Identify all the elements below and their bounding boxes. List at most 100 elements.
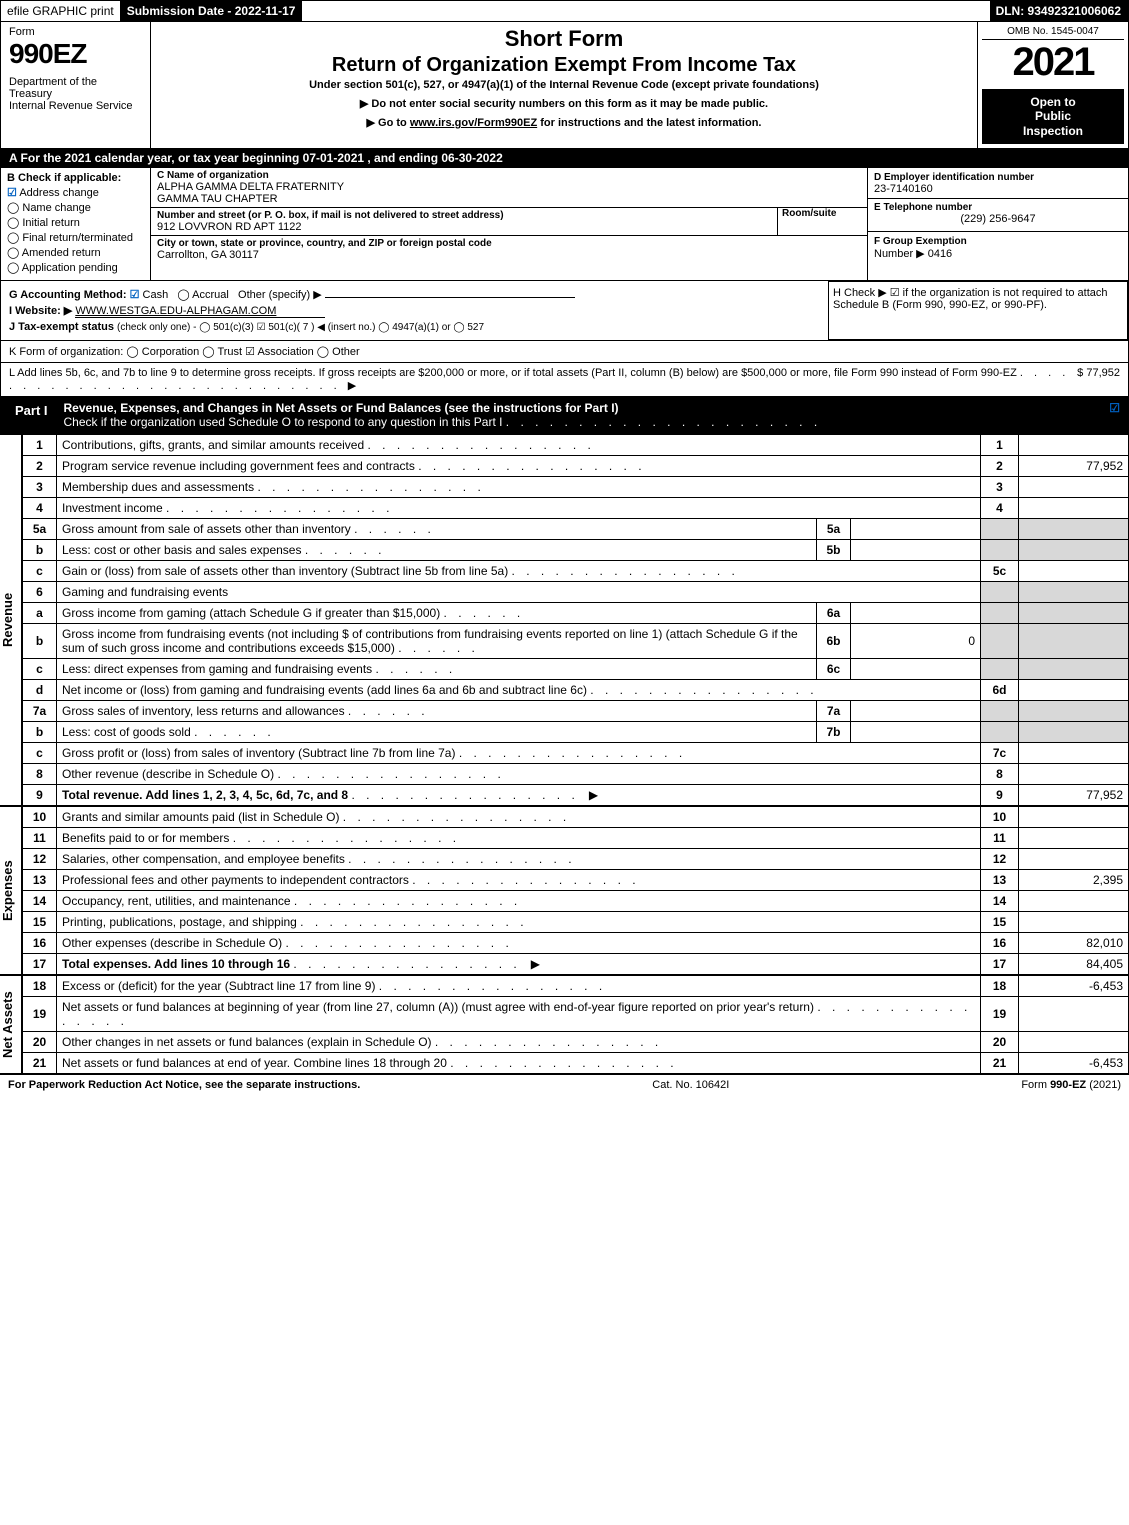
- line-description: Other revenue (describe in Schedule O) .…: [57, 764, 981, 785]
- right-line-number: [981, 582, 1019, 603]
- column-d-e-f: D Employer identification number 23-7140…: [868, 168, 1128, 280]
- right-line-number: [981, 659, 1019, 680]
- right-line-number: [981, 624, 1019, 659]
- right-line-number: 6d: [981, 680, 1019, 701]
- right-line-number: 1: [981, 435, 1019, 456]
- line-description: Total revenue. Add lines 1, 2, 3, 4, 5c,…: [57, 785, 981, 806]
- table-row: 21Net assets or fund balances at end of …: [23, 1053, 1129, 1074]
- right-line-number: 9: [981, 785, 1019, 806]
- cb-label: Name change: [22, 202, 91, 214]
- efile-print-label[interactable]: efile GRAPHIC print: [1, 1, 121, 21]
- check-icon: ☑: [7, 187, 17, 199]
- line-number: a: [23, 603, 57, 624]
- amount-cell: [1019, 540, 1129, 561]
- inner-line-number: 6a: [817, 603, 851, 624]
- table-row: 7aGross sales of inventory, less returns…: [23, 701, 1129, 722]
- net-assets-table: 18Excess or (deficit) for the year (Subt…: [22, 975, 1129, 1074]
- right-line-number: 4: [981, 498, 1019, 519]
- amount-cell: [1019, 722, 1129, 743]
- amount-cell: [1019, 561, 1129, 582]
- revenue-table: 1Contributions, gifts, grants, and simil…: [22, 434, 1129, 806]
- cb-label: Application pending: [22, 262, 118, 274]
- inner-amount: 0: [851, 624, 981, 659]
- form-number: 990EZ: [9, 38, 142, 70]
- line-number: 8: [23, 764, 57, 785]
- line-description: Net income or (loss) from gaming and fun…: [57, 680, 981, 701]
- cb-label: Final return/terminated: [22, 232, 133, 244]
- line-number: 10: [23, 807, 57, 828]
- inner-amount: [851, 603, 981, 624]
- omb-number: OMB No. 1545-0047: [982, 26, 1124, 40]
- line-description: Gross sales of inventory, less returns a…: [57, 701, 817, 722]
- footer-catalog-number: Cat. No. 10642I: [652, 1079, 729, 1091]
- line-number: 6: [23, 582, 57, 603]
- group-number-label: Number ▶: [874, 248, 925, 260]
- amount-cell: [1019, 891, 1129, 912]
- line-number: 11: [23, 828, 57, 849]
- table-row: aGross income from gaming (attach Schedu…: [23, 603, 1129, 624]
- phone-label: E Telephone number: [874, 202, 1122, 213]
- part-i-title: Revenue, Expenses, and Changes in Net As…: [64, 401, 619, 415]
- part-i-check-line: Check if the organization used Schedule …: [64, 415, 503, 429]
- part-i-header: Part I Revenue, Expenses, and Changes in…: [0, 397, 1129, 434]
- footer-paperwork-notice: For Paperwork Reduction Act Notice, see …: [8, 1079, 360, 1091]
- table-row: cGain or (loss) from sale of assets othe…: [23, 561, 1129, 582]
- table-row: dNet income or (loss) from gaming and fu…: [23, 680, 1129, 701]
- table-row: 14Occupancy, rent, utilities, and mainte…: [23, 891, 1129, 912]
- part-i-dots: . . . . . . . . . . . . . . . . . . . . …: [506, 415, 821, 429]
- amount-cell: 84,405: [1019, 954, 1129, 975]
- top-bar: efile GRAPHIC print Submission Date - 20…: [0, 0, 1129, 22]
- line-description: Gross income from fundraising events (no…: [57, 624, 817, 659]
- inner-line-number: 5a: [817, 519, 851, 540]
- table-row: cLess: direct expenses from gaming and f…: [23, 659, 1129, 680]
- cb-application-pending[interactable]: ◯ Application pending: [7, 261, 144, 274]
- right-line-number: 8: [981, 764, 1019, 785]
- cb-label: Address change: [19, 187, 99, 199]
- column-b-checkboxes: B Check if applicable: ☑ Address change …: [1, 168, 151, 280]
- line-description: Less: cost of goods sold . . . . . .: [57, 722, 817, 743]
- inner-line-number: 5b: [817, 540, 851, 561]
- line-number: b: [23, 624, 57, 659]
- cb-address-change[interactable]: ☑ Address change: [7, 186, 144, 199]
- part-i-checkbox[interactable]: ☑: [1109, 401, 1120, 415]
- irs-link[interactable]: www.irs.gov/Form990EZ: [410, 117, 537, 129]
- line-number: 12: [23, 849, 57, 870]
- line-description: Gross income from gaming (attach Schedul…: [57, 603, 817, 624]
- notice2-post: for instructions and the latest informat…: [537, 117, 761, 129]
- line-number: d: [23, 680, 57, 701]
- expenses-section: Expenses 10Grants and similar amounts pa…: [0, 806, 1129, 975]
- line-number: 3: [23, 477, 57, 498]
- line-description: Excess or (deficit) for the year (Subtra…: [57, 976, 981, 997]
- section-subtitle: Under section 501(c), 527, or 4947(a)(1)…: [159, 79, 969, 91]
- cb-final-return[interactable]: ◯ Final return/terminated: [7, 231, 144, 244]
- line-g-accounting: G Accounting Method: ☑ Cash ◯ Accrual Ot…: [9, 288, 820, 301]
- form-header: Form 990EZ Department of the Treasury In…: [0, 22, 1129, 149]
- part-i-tag: Part I: [9, 401, 54, 420]
- line-description: Printing, publications, postage, and shi…: [57, 912, 981, 933]
- line-description: Gaming and fundraising events: [57, 582, 981, 603]
- line-number: 15: [23, 912, 57, 933]
- col-b-header: B Check if applicable:: [7, 172, 144, 184]
- cb-initial-return[interactable]: ◯ Initial return: [7, 216, 144, 229]
- inner-amount: [851, 659, 981, 680]
- revenue-section: Revenue 1Contributions, gifts, grants, a…: [0, 434, 1129, 806]
- inner-amount: [851, 540, 981, 561]
- line-description: Benefits paid to or for members . . . . …: [57, 828, 981, 849]
- line-number: c: [23, 561, 57, 582]
- expenses-table: 10Grants and similar amounts paid (list …: [22, 806, 1129, 975]
- website-link[interactable]: WWW.WESTGA.EDU-ALPHAGAM.COM: [75, 305, 325, 318]
- amount-cell: [1019, 603, 1129, 624]
- line-k-form-org: K Form of organization: ◯ Corporation ◯ …: [0, 341, 1129, 363]
- right-line-number: [981, 603, 1019, 624]
- cb-label: Amended return: [22, 247, 101, 259]
- amount-cell: [1019, 582, 1129, 603]
- line-description: Membership dues and assessments . . . . …: [57, 477, 981, 498]
- line-number: 1: [23, 435, 57, 456]
- table-row: 9Total revenue. Add lines 1, 2, 3, 4, 5c…: [23, 785, 1129, 806]
- table-row: 4Investment income . . . . . . . . . . .…: [23, 498, 1129, 519]
- cb-name-change[interactable]: ◯ Name change: [7, 201, 144, 214]
- amount-cell: [1019, 659, 1129, 680]
- org-name-1: ALPHA GAMMA DELTA FRATERNITY: [157, 181, 861, 193]
- line-description: Gross amount from sale of assets other t…: [57, 519, 817, 540]
- cb-amended-return[interactable]: ◯ Amended return: [7, 246, 144, 259]
